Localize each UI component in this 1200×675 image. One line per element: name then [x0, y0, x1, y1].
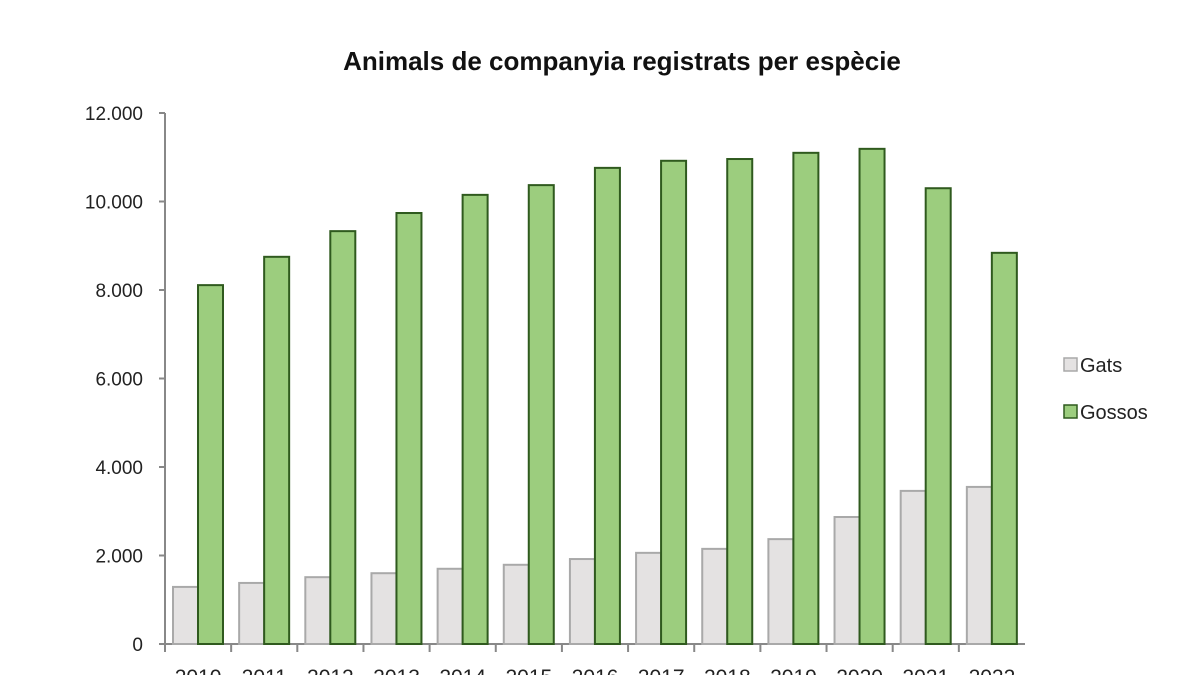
- bar-gats-2021: [899, 489, 927, 645]
- bar-gats-2017: [635, 551, 663, 645]
- bar-gats-2019: [767, 538, 795, 645]
- y-tick-label: 10.000: [85, 193, 143, 214]
- legend-label-gossos: Gossos: [1080, 402, 1148, 424]
- y-tick-label: 4.000: [95, 458, 143, 479]
- x-tick-label: 2013: [373, 666, 420, 675]
- bar-gossos-2022: [990, 251, 1018, 646]
- bar-gossos-2016: [593, 166, 621, 645]
- bar-gossos-2020: [858, 147, 886, 645]
- chart-title: Animals de companyia registrats per espè…: [343, 46, 901, 76]
- bar-gats-2010: [172, 585, 199, 645]
- legend-swatch-gossos: [1063, 404, 1078, 419]
- y-tick-label: 12.000: [85, 104, 143, 125]
- y-tick-label: 6.000: [95, 370, 143, 391]
- y-tick-label: 8.000: [95, 281, 143, 302]
- bar-gats-2022: [965, 485, 993, 645]
- bar-gats-2012: [304, 576, 332, 645]
- bar-gats-2011: [238, 581, 266, 645]
- bar-gossos-2012: [329, 230, 357, 646]
- bar-gossos-2021: [924, 187, 952, 645]
- bar-gossos-2019: [792, 151, 820, 645]
- y-tick-label: 2.000: [95, 547, 143, 568]
- x-tick-label: 2014: [439, 666, 486, 675]
- x-tick-label: 2021: [902, 666, 949, 675]
- bar-gossos-2017: [660, 159, 688, 645]
- x-tick-label: 2012: [307, 666, 354, 675]
- bar-gats-2018: [701, 547, 729, 645]
- x-tick-label: 2011: [242, 666, 287, 675]
- bar-gats-2013: [370, 572, 398, 646]
- bar-gossos-2013: [395, 212, 423, 645]
- y-tick-label: 0: [132, 635, 143, 656]
- bar-gossos-2015: [527, 184, 555, 645]
- bar-gats-2014: [436, 567, 464, 646]
- legend-label-gats: Gats: [1080, 355, 1122, 377]
- bar-gats-2016: [568, 558, 596, 645]
- bar-gossos-2011: [263, 255, 291, 645]
- bar-gossos-2010: [197, 284, 224, 645]
- x-tick-label: 2016: [572, 666, 619, 675]
- x-tick-label: 2022: [969, 666, 1016, 675]
- bar-gossos-2014: [461, 193, 489, 646]
- bar-gats-2020: [833, 516, 861, 645]
- legend-swatch-gats: [1063, 357, 1078, 372]
- x-tick-label: 2017: [638, 666, 685, 675]
- x-tick-label: 2018: [704, 666, 751, 675]
- bar-gats-2015: [502, 563, 530, 645]
- x-tick-label: 2015: [505, 666, 552, 675]
- x-tick-label: 2019: [770, 666, 817, 675]
- x-tick-label: 2020: [836, 666, 883, 675]
- x-tick-label: 2010: [175, 666, 222, 675]
- bar-gossos-2018: [726, 158, 754, 646]
